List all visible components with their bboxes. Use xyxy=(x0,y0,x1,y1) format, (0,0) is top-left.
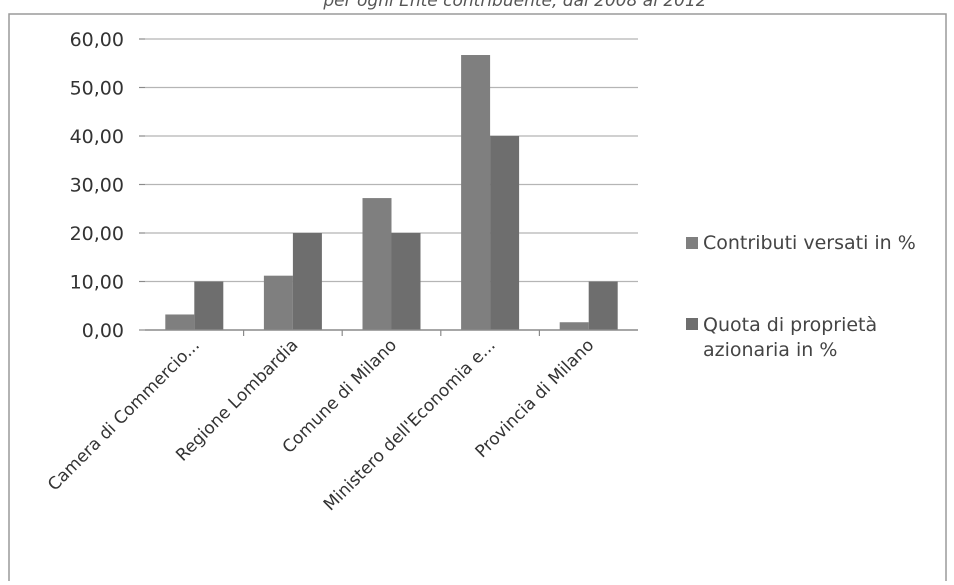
chart-title: per ogni Ente contribuente, dal 2008 al … xyxy=(322,0,706,11)
bar xyxy=(263,275,293,330)
y-tick-label: 0,00 xyxy=(82,320,124,342)
bar xyxy=(391,233,421,330)
bars xyxy=(165,55,618,330)
bar xyxy=(559,322,589,330)
y-tick-label: 50,00 xyxy=(70,78,124,100)
bar xyxy=(490,136,520,330)
legend-swatch xyxy=(686,237,698,249)
bar xyxy=(165,314,195,330)
bar xyxy=(461,55,491,330)
bar xyxy=(292,233,322,330)
legend-swatch xyxy=(686,318,698,330)
bar xyxy=(362,198,392,330)
y-tick-label: 40,00 xyxy=(70,126,124,148)
bar xyxy=(194,281,224,330)
y-tick-label: 10,00 xyxy=(70,272,124,294)
legend-label: Quota di proprietà azionaria in % xyxy=(703,314,877,361)
y-axis-ticks: 0,00 10,00 20,00 30,00 40,00 50,00 60,00 xyxy=(70,29,145,342)
legend: Contributi versati in % Quota di propriet… xyxy=(686,232,916,361)
gridlines xyxy=(145,38,638,283)
bar xyxy=(588,281,618,330)
legend-label: Contributi versati in % xyxy=(703,232,916,254)
y-tick-label: 20,00 xyxy=(70,223,124,245)
y-tick-label: 30,00 xyxy=(70,175,124,197)
y-tick-label: 60,00 xyxy=(70,29,124,51)
